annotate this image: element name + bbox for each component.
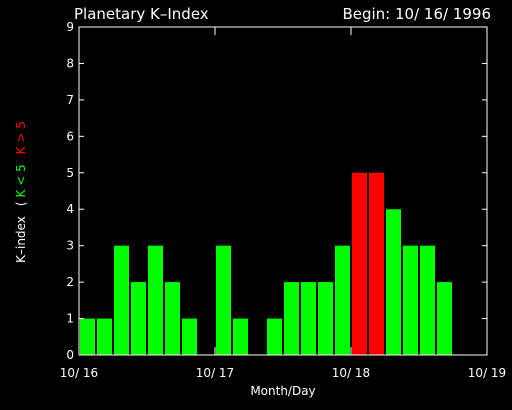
y-tick-label-3: 3 bbox=[66, 239, 74, 253]
x-tick-label-0: 10/ 16 bbox=[60, 366, 98, 380]
bar-21 bbox=[437, 282, 452, 355]
bar-0 bbox=[80, 318, 95, 355]
y-axis-label-low: K < 5 bbox=[14, 164, 28, 197]
bar-18 bbox=[386, 209, 401, 355]
x-tick-label-2: 10/ 18 bbox=[332, 366, 370, 380]
axis-ticks: 0 1 2 3 4 5 6 7 8 9 10/ 16 10/ 17 10/ 18 10/ 19 bbox=[60, 20, 506, 380]
bar-1 bbox=[97, 318, 112, 355]
bar-11 bbox=[267, 318, 282, 355]
y-tick-label-8: 8 bbox=[66, 56, 74, 70]
y-tick-label-6: 6 bbox=[66, 129, 74, 143]
bar-19 bbox=[403, 245, 418, 355]
bar-6 bbox=[182, 318, 197, 355]
y-tick-label-9: 9 bbox=[66, 20, 74, 34]
y-tick-label-5: 5 bbox=[66, 166, 74, 180]
chart-title: Planetary K–Index bbox=[74, 5, 209, 23]
bar-15 bbox=[335, 245, 350, 355]
y-tick-label-7: 7 bbox=[66, 93, 74, 107]
bar-20 bbox=[420, 245, 435, 355]
bar-8 bbox=[216, 245, 231, 355]
y-axis-label-paren: ( bbox=[14, 201, 28, 206]
plot-border bbox=[78, 26, 488, 356]
bar-13 bbox=[301, 282, 316, 355]
y-axis-label-prefix: K–index bbox=[14, 216, 28, 263]
bar-9 bbox=[233, 318, 248, 355]
bar-17 bbox=[369, 172, 384, 355]
x-axis-label: Month/Day bbox=[250, 384, 315, 398]
x-tick-label-3: 10/ 19 bbox=[468, 366, 506, 380]
x-tick-label-1: 10/ 17 bbox=[196, 366, 234, 380]
bar-4 bbox=[148, 245, 163, 355]
bar-5 bbox=[165, 282, 180, 355]
svg-text:K–index(K < 5K > 5: K–index ( K < 5 K > 5 bbox=[14, 121, 28, 263]
bar-12 bbox=[284, 282, 299, 355]
y-tick-label-2: 2 bbox=[66, 275, 74, 289]
bar-2 bbox=[114, 245, 129, 355]
plot-frame bbox=[78, 26, 488, 356]
y-tick-label-4: 4 bbox=[66, 202, 74, 216]
begin-date-label: Begin: 10/ 16/ 1996 bbox=[342, 5, 491, 23]
bar-series bbox=[80, 172, 452, 355]
y-axis-label-high: K > 5 bbox=[14, 121, 28, 154]
y-axis-label: K–index ( K < 5 K > 5 bbox=[14, 121, 28, 263]
bar-3 bbox=[131, 282, 146, 355]
bar-14 bbox=[318, 282, 333, 355]
bar-16 bbox=[352, 172, 367, 355]
y-tick-label-1: 1 bbox=[66, 312, 74, 326]
y-tick-label-0: 0 bbox=[66, 348, 74, 362]
